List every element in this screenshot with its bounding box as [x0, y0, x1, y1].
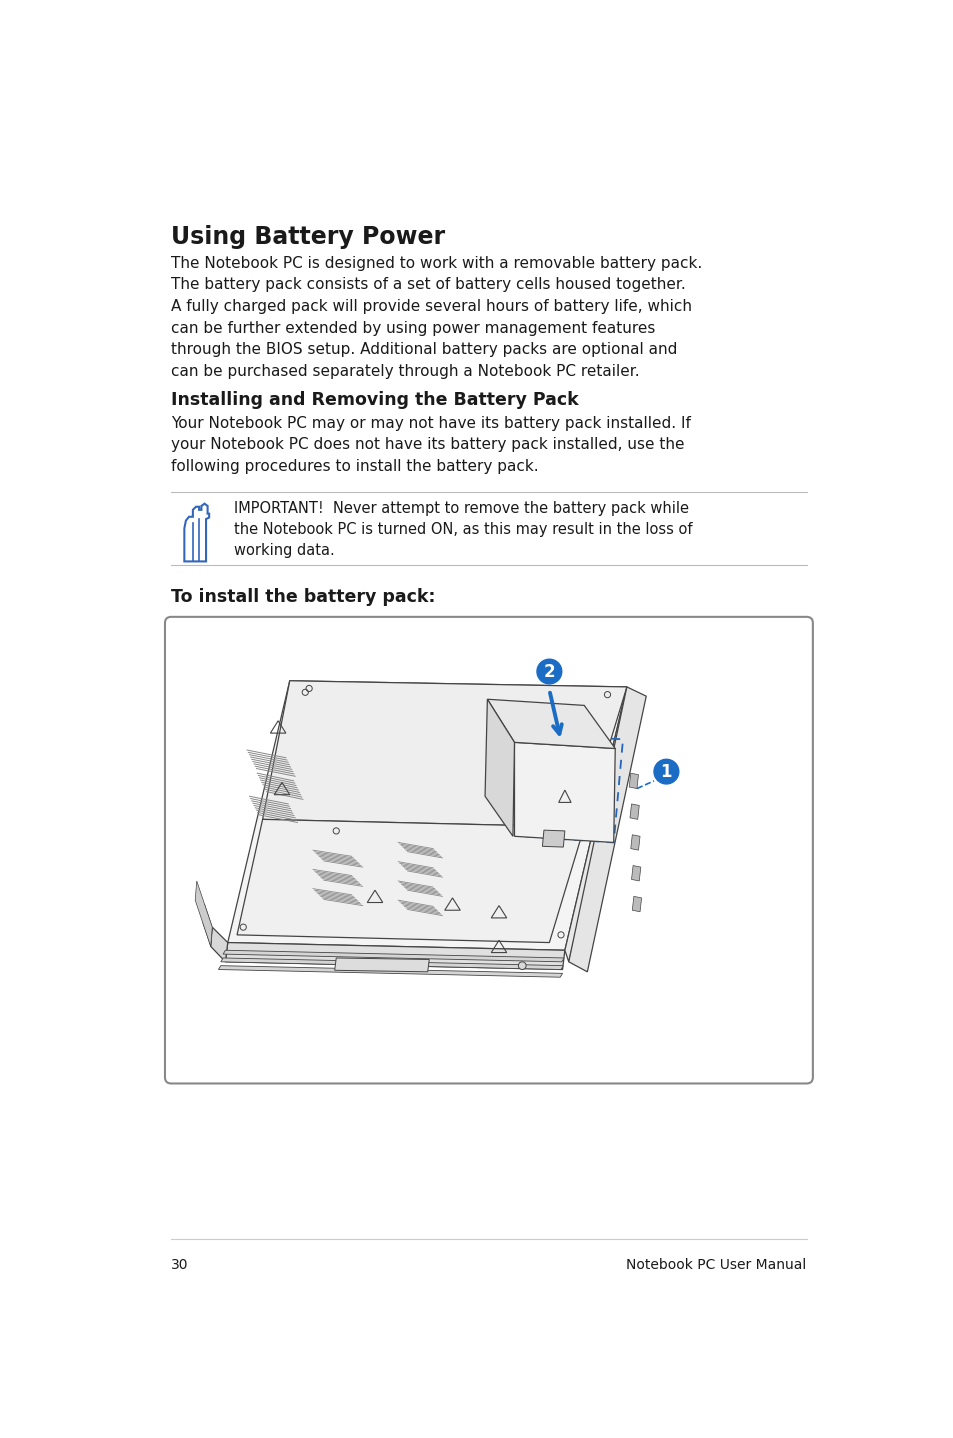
- Polygon shape: [629, 774, 638, 788]
- Text: To install the battery pack:: To install the battery pack:: [171, 588, 436, 607]
- Polygon shape: [220, 958, 562, 969]
- Text: 30: 30: [171, 1258, 189, 1273]
- Polygon shape: [218, 966, 562, 978]
- Polygon shape: [564, 687, 630, 962]
- Text: Using Battery Power: Using Battery Power: [171, 224, 445, 249]
- Polygon shape: [203, 905, 212, 946]
- Circle shape: [537, 659, 561, 684]
- Text: 1: 1: [660, 762, 672, 781]
- Text: 2: 2: [543, 663, 555, 680]
- Text: Notebook PC User Manual: Notebook PC User Manual: [626, 1258, 806, 1273]
- Polygon shape: [514, 742, 615, 843]
- Polygon shape: [629, 804, 639, 820]
- Polygon shape: [236, 820, 583, 942]
- Polygon shape: [335, 958, 429, 972]
- Polygon shape: [223, 951, 563, 962]
- Circle shape: [517, 962, 525, 969]
- Polygon shape: [262, 680, 626, 827]
- Text: IMPORTANT!  Never attempt to remove the battery pack while
the Notebook PC is tu: IMPORTANT! Never attempt to remove the b…: [233, 500, 692, 558]
- Polygon shape: [484, 699, 514, 837]
- Polygon shape: [487, 699, 615, 749]
- Text: The Notebook PC is designed to work with a removable battery pack.
The battery p: The Notebook PC is designed to work with…: [171, 256, 701, 378]
- Polygon shape: [225, 942, 564, 969]
- Polygon shape: [630, 835, 639, 850]
- Polygon shape: [195, 881, 212, 946]
- Polygon shape: [631, 866, 640, 881]
- Polygon shape: [632, 896, 641, 912]
- Polygon shape: [211, 928, 228, 962]
- Polygon shape: [568, 687, 645, 972]
- Polygon shape: [542, 830, 564, 847]
- Text: Your Notebook PC may or may not have its battery pack installed. If
your Noteboo: Your Notebook PC may or may not have its…: [171, 416, 690, 475]
- Text: Installing and Removing the Battery Pack: Installing and Removing the Battery Pack: [171, 391, 578, 410]
- FancyBboxPatch shape: [165, 617, 812, 1083]
- Polygon shape: [228, 680, 626, 951]
- Circle shape: [654, 759, 679, 784]
